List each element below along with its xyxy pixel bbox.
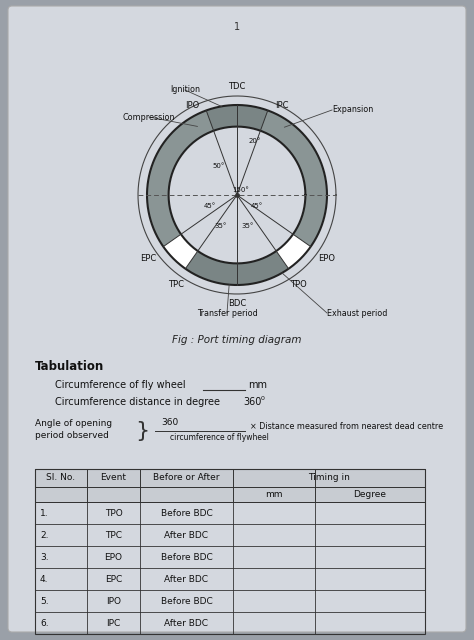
Text: IPC: IPC bbox=[106, 618, 120, 627]
Text: 5.: 5. bbox=[40, 596, 49, 605]
Text: IPO: IPO bbox=[185, 100, 199, 109]
Text: After BDC: After BDC bbox=[164, 575, 209, 584]
Text: EPC: EPC bbox=[105, 575, 122, 584]
Polygon shape bbox=[147, 105, 327, 285]
Text: BDC: BDC bbox=[228, 300, 246, 308]
Text: Sl. No.: Sl. No. bbox=[46, 474, 75, 483]
Text: Exhaust period: Exhaust period bbox=[327, 308, 387, 317]
Text: circumference of flywheel: circumference of flywheel bbox=[170, 433, 269, 442]
Text: IPC: IPC bbox=[275, 100, 289, 109]
Text: 6.: 6. bbox=[40, 618, 49, 627]
Text: 2.: 2. bbox=[40, 531, 48, 540]
Text: Before BDC: Before BDC bbox=[161, 509, 212, 518]
Text: Event: Event bbox=[100, 474, 127, 483]
Text: 1: 1 bbox=[234, 22, 240, 32]
FancyBboxPatch shape bbox=[8, 6, 466, 632]
Text: IPO: IPO bbox=[106, 596, 121, 605]
Text: Expansion: Expansion bbox=[332, 106, 373, 115]
Text: 150°: 150° bbox=[232, 187, 249, 193]
Text: EPO: EPO bbox=[104, 552, 122, 561]
Polygon shape bbox=[169, 127, 305, 264]
Text: period observed: period observed bbox=[35, 431, 109, 440]
Text: 35°: 35° bbox=[242, 223, 254, 228]
Text: Before BDC: Before BDC bbox=[161, 552, 212, 561]
Text: 35°: 35° bbox=[215, 223, 227, 228]
Text: 0: 0 bbox=[261, 396, 265, 401]
Text: 20°: 20° bbox=[249, 138, 261, 144]
Text: Timing in: Timing in bbox=[308, 474, 350, 483]
Text: mm: mm bbox=[248, 380, 267, 390]
Text: EPO: EPO bbox=[318, 253, 335, 262]
Text: TPO: TPO bbox=[105, 509, 122, 518]
Text: Circumference of fly wheel: Circumference of fly wheel bbox=[55, 380, 186, 390]
Text: 45°: 45° bbox=[204, 203, 216, 209]
Text: Before BDC: Before BDC bbox=[161, 596, 212, 605]
Bar bbox=[35, 469, 425, 487]
Text: Angle of opening: Angle of opening bbox=[35, 419, 112, 428]
Text: TPO: TPO bbox=[291, 280, 307, 289]
Text: Degree: Degree bbox=[354, 490, 386, 499]
Text: Ignition: Ignition bbox=[170, 86, 200, 95]
Text: mm: mm bbox=[265, 490, 283, 499]
Text: Circumference distance in degree: Circumference distance in degree bbox=[55, 397, 220, 407]
Polygon shape bbox=[185, 251, 289, 285]
Text: × Distance measured from nearest dead centre: × Distance measured from nearest dead ce… bbox=[250, 422, 443, 431]
Bar bbox=[35, 487, 425, 502]
Text: 3.: 3. bbox=[40, 552, 49, 561]
Text: }: } bbox=[135, 421, 149, 441]
Text: Compression: Compression bbox=[123, 113, 175, 122]
Bar bbox=[35, 469, 425, 634]
Text: TPC: TPC bbox=[168, 280, 183, 289]
Text: Transfer period: Transfer period bbox=[197, 308, 257, 317]
Text: TPC: TPC bbox=[105, 531, 122, 540]
Text: TDC: TDC bbox=[228, 81, 246, 91]
Polygon shape bbox=[206, 105, 268, 131]
Text: 360: 360 bbox=[243, 397, 261, 407]
Text: After BDC: After BDC bbox=[164, 531, 209, 540]
Text: EPC: EPC bbox=[140, 253, 156, 262]
Text: 360: 360 bbox=[161, 418, 179, 427]
Text: After BDC: After BDC bbox=[164, 618, 209, 627]
Text: 1.: 1. bbox=[40, 509, 49, 518]
Text: Before or After: Before or After bbox=[153, 474, 220, 483]
Polygon shape bbox=[147, 105, 327, 246]
Text: 45°: 45° bbox=[251, 203, 263, 209]
Text: Tabulation: Tabulation bbox=[35, 360, 104, 373]
Text: Fig : Port timing diagram: Fig : Port timing diagram bbox=[172, 335, 302, 345]
Text: 50°: 50° bbox=[213, 163, 225, 169]
Text: 4.: 4. bbox=[40, 575, 48, 584]
